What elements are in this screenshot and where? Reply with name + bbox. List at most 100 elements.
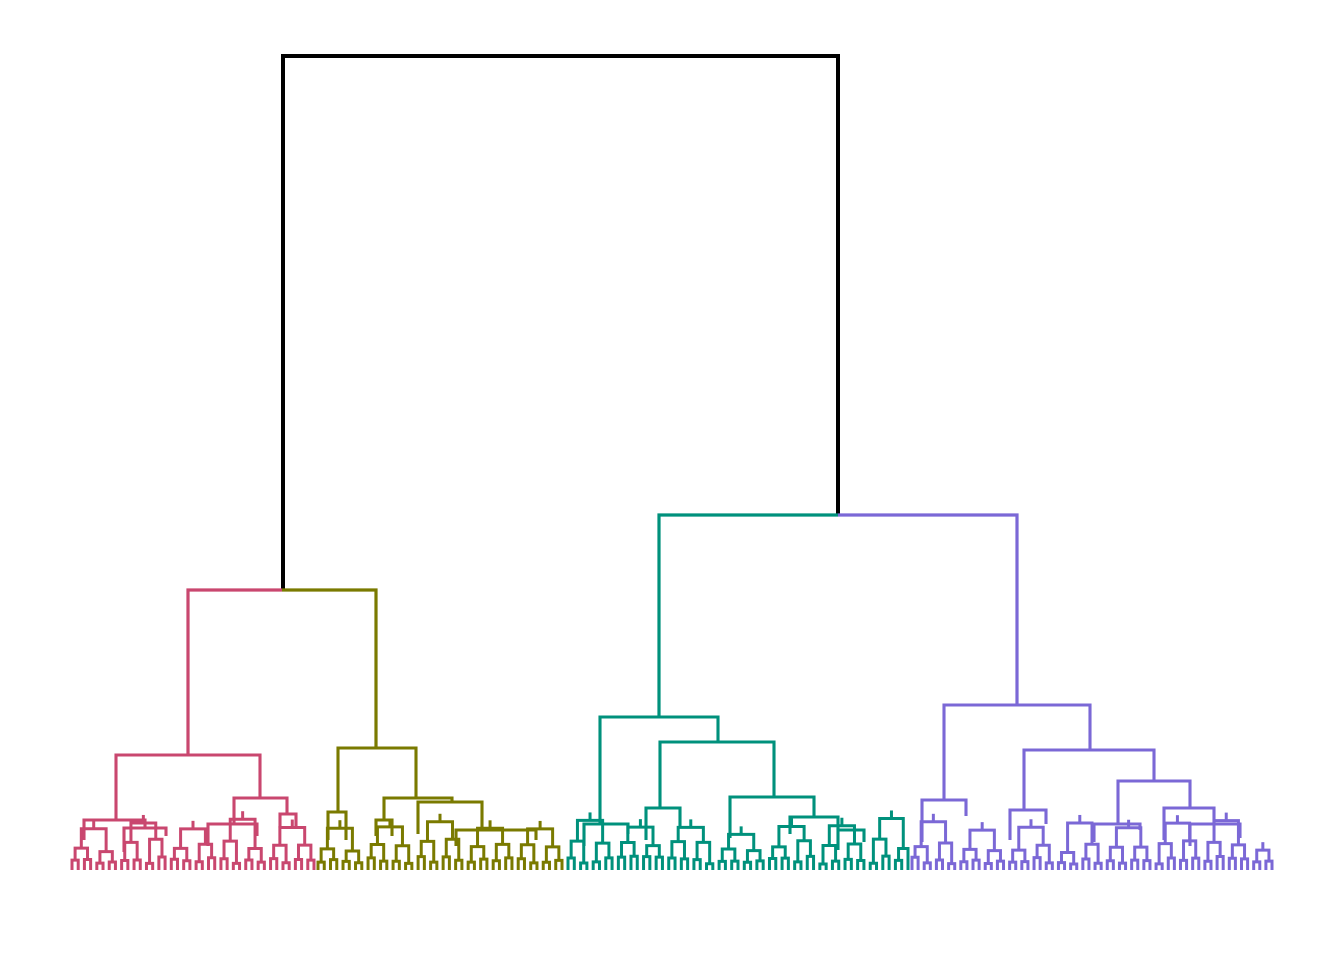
leaf-bracket: [293, 858, 304, 870]
leaf-bracket: [1017, 825, 1045, 851]
leaf-bracket: [529, 861, 539, 870]
leaf-bracket: [780, 856, 790, 870]
leaf-bracket: [893, 858, 904, 870]
leaf-bracket: [1203, 859, 1213, 870]
cluster-2-branch: [282, 588, 564, 870]
leaf-bracket: [1142, 859, 1152, 870]
leaf-bracket: [1133, 845, 1149, 861]
leaf-bracket: [1215, 855, 1225, 870]
leaf-bracket: [379, 859, 389, 870]
leaf-bracket: [429, 860, 439, 870]
leaf-bracket: [70, 858, 80, 870]
leaf-bracket: [554, 858, 564, 870]
leaf-bracket: [1264, 859, 1274, 870]
leaf-bracket: [575, 818, 605, 844]
leaf-bracket: [1182, 839, 1198, 861]
leaf-bracket: [144, 861, 155, 870]
leaf-bracket: [805, 854, 816, 870]
leaf-bracket: [695, 840, 712, 864]
merge-link: [122, 826, 168, 852]
leaf-bracket: [1093, 861, 1103, 870]
merge-link: [114, 753, 262, 820]
leaf-bracket: [727, 832, 756, 851]
leaf-bracket: [1020, 860, 1030, 870]
leaf-bracket: [306, 858, 316, 870]
leaf-bracket: [676, 825, 705, 843]
leaf-bracket: [922, 861, 932, 870]
leaf-bracket: [491, 859, 501, 870]
leaf-bracket: [375, 825, 404, 846]
leaf-bracket: [878, 816, 905, 849]
leaf-bracket: [679, 857, 690, 870]
leaf-bracket: [1154, 862, 1164, 870]
leaf-bracket: [843, 857, 853, 870]
leaf-bracket: [148, 837, 164, 864]
leaf-bracket: [504, 856, 514, 870]
leaf-bracket: [1011, 848, 1027, 863]
leaf-bracket: [169, 857, 179, 870]
leaf-bracket: [157, 855, 167, 870]
leaf-bracket: [594, 841, 611, 862]
leaf-bracket: [1056, 861, 1067, 870]
leaf-bracket: [856, 858, 866, 870]
merge-link: [658, 740, 776, 808]
cluster-3-link: [657, 513, 838, 717]
leaf-bracket: [182, 859, 192, 870]
leaf-bracket: [1084, 842, 1100, 864]
merge-link: [728, 795, 816, 838]
leaf-bracket: [717, 859, 727, 870]
merge-link: [1008, 808, 1048, 840]
leaf-bracket: [730, 859, 740, 870]
merge-link: [416, 800, 484, 834]
leaf-bracket: [269, 857, 279, 870]
leaf-bracket: [469, 845, 486, 863]
leaf-bracket: [107, 860, 117, 870]
leaf-bracket: [354, 861, 364, 870]
leaf-bracket: [541, 860, 551, 870]
leaf-bracket: [341, 859, 351, 870]
merge-link: [644, 806, 682, 840]
leaf-bracket: [983, 861, 993, 870]
leaf-bracket: [1114, 826, 1143, 848]
merge-link: [382, 796, 454, 820]
leaf-bracket: [1230, 843, 1247, 859]
leaf-bracket: [934, 858, 945, 870]
root-link: [281, 54, 840, 590]
leaf-bracket: [494, 842, 511, 861]
leaf-bracket: [172, 846, 189, 861]
leaf-bracket: [667, 856, 677, 870]
leaf-bracket: [441, 855, 451, 870]
merge-link: [1022, 748, 1156, 810]
leaf-bracket: [968, 828, 996, 851]
leaf-bracket: [755, 859, 765, 870]
leaf-bracket: [1178, 858, 1189, 870]
leaf-bracket: [194, 860, 204, 870]
leaf-bracket: [325, 826, 354, 851]
cluster-3-branch: [566, 513, 910, 870]
leaf-bracket: [796, 839, 812, 862]
leaf-bracket: [222, 839, 238, 864]
leaf-bracket: [1066, 821, 1094, 853]
leaf-bracket: [1227, 856, 1237, 870]
merge-link: [836, 828, 866, 850]
leaf-bracket: [316, 860, 326, 870]
leaf-bracket: [1069, 862, 1079, 870]
leaf-bracket: [995, 859, 1006, 870]
leaf-bracket: [720, 847, 737, 862]
leaf-bracket: [897, 847, 910, 870]
leaf-bracket: [771, 845, 787, 859]
leaf-bracket: [1206, 840, 1222, 862]
leaf-bracket: [793, 860, 803, 870]
merge-link: [206, 822, 259, 846]
leaf-bracket: [344, 849, 361, 863]
cluster-2-link: [282, 588, 378, 748]
leaf-bracket: [1252, 860, 1262, 870]
leaf-bracket: [959, 860, 969, 870]
leaf-bracket: [95, 861, 105, 870]
leaf-bracket: [654, 855, 664, 870]
leaf-bracket: [1166, 856, 1176, 870]
leaf-bracket: [416, 855, 426, 870]
leaf-bracket: [244, 858, 254, 870]
leaf-bracket: [881, 854, 891, 870]
